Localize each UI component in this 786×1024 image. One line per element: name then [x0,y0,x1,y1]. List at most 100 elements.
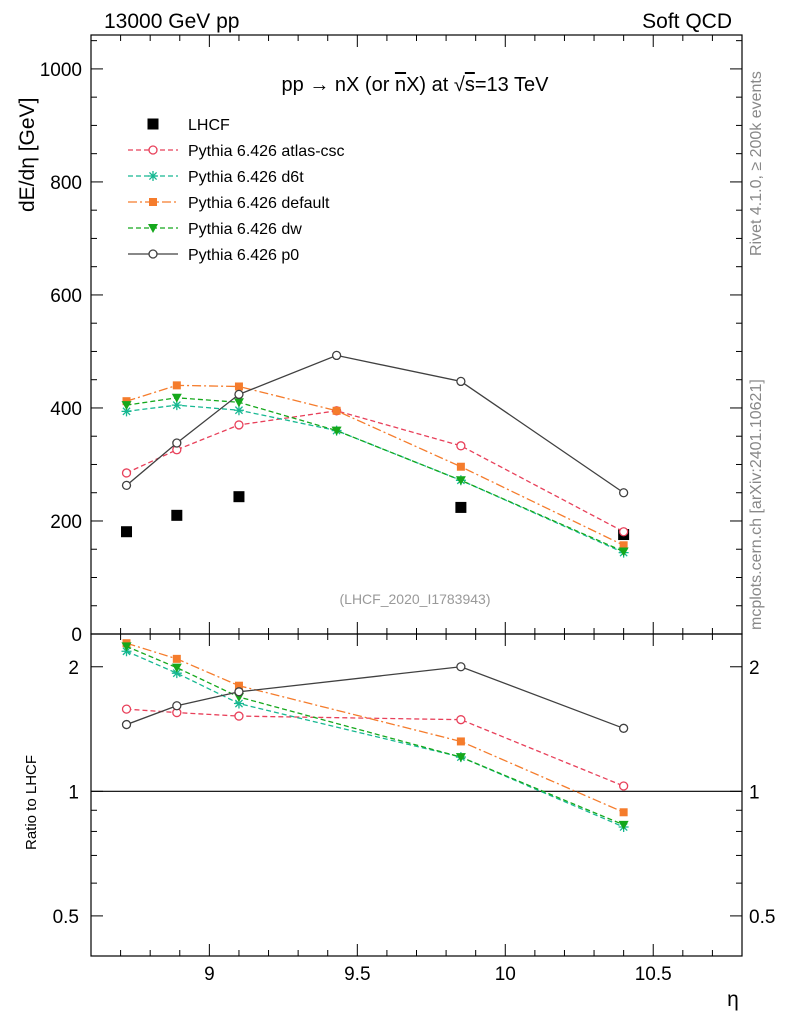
series-lhcf [121,491,630,541]
data-point-d6t-0 [121,406,132,417]
x-tick-label: 9.5 [344,964,370,985]
series-line-dw [126,397,624,553]
legend-item-d6t: Pythia 6.426 d6t [128,169,304,186]
y-tick-label: 400 [50,399,82,420]
sqrt-sign-icon: √ [454,74,465,96]
main-y-axis-label: dE/dη [GeV] [16,98,39,212]
data-point-dw-2 [233,398,244,408]
data-point-dw-4 [618,820,629,830]
data-point-lhcf-1 [171,509,183,521]
data-point-p0-4 [456,376,466,387]
y-tick-label: 0 [71,625,82,646]
ratio-panel: Ratio to LHCF η 0.5 0.5 1 1 2 2 9 9.5 10 10.5 [23,634,775,1011]
data-point-p0-5 [618,488,629,498]
data-point-d6t-2 [233,698,244,709]
data-point-atlas_csc-2 [234,711,244,721]
legend-label-atlas_csc: Pythia 6.426 atlas-csc [188,143,345,160]
legend-label-d6t: Pythia 6.426 d6t [188,169,304,186]
legend-marker-dw [148,224,158,233]
series-atlas_csc [121,704,629,791]
data-point-default-1 [172,381,181,390]
series-line-atlas_csc [126,708,624,787]
legend-marker-default [149,198,157,206]
series-p0 [121,350,629,498]
data-point-default-1 [172,654,181,663]
legend-item-atlas_csc: Pythia 6.426 atlas-csc [128,143,345,160]
legend: LHCF Pythia 6.426 atlas-csc Pythia 6.426 d… [128,117,345,264]
series-dw [121,393,629,557]
data-point-dw-1 [171,663,182,673]
data-point-dw-4 [455,476,466,486]
ratio-y-tick-label: 2 [68,658,79,679]
data-point-default-3 [456,737,465,746]
data-point-default-2 [234,681,243,690]
series-line-d6t [126,650,624,828]
data-point-atlas_csc-0 [121,468,132,478]
legend-item-p0: Pythia 6.426 p0 [128,247,299,264]
ratio-y-tick-label-right: 1 [749,782,760,803]
data-point-d6t-2 [233,405,244,416]
series-default [122,639,628,817]
series-line-default [126,384,624,546]
legend-item-default: Pythia 6.426 default [128,195,330,212]
data-point-default-4 [456,462,465,471]
ratio-y-tick-label: 1 [68,782,79,803]
ratio-frame [90,633,743,957]
data-point-d6t-1 [171,668,182,679]
x-tick-label: 9 [204,964,215,985]
legend-label-dw: Pythia 6.426 dw [188,221,302,238]
ratio-y-axis-label: Ratio to LHCF [23,755,40,850]
series-line-dw [126,645,624,826]
legend-item-dw: Pythia 6.426 dw [128,221,302,238]
ratio-y-tick-label-right: 2 [749,658,760,679]
ratio-series [121,639,629,832]
data-point-p0-2 [234,389,244,400]
data-point-dw-3 [331,426,342,436]
data-point-lhcf-2 [233,491,245,503]
ratio-y-tick-label-right: 0.5 [749,907,775,928]
data-point-default-2 [234,382,243,391]
data-point-lhcf-0 [121,526,133,538]
data-point-default-3 [332,406,341,415]
data-point-p0-2 [234,687,244,697]
y-tick-label: 800 [50,173,82,194]
series-line-p0 [126,354,625,494]
series-dw [121,642,629,830]
data-point-dw-3 [455,753,466,763]
y-tick-label: 1000 [40,60,82,81]
main-title: pp → nX (or nX) at √s=13 TeV [282,74,550,96]
main-panel: pp → nX (or nX) at √s=13 TeV dE/dη [GeV]… [16,35,743,646]
data-point-dw-0 [121,642,132,652]
data-point-default-5 [619,541,628,550]
legend-marker-atlas_csc [148,145,158,155]
data-point-dw-5 [618,547,629,557]
header-left: 13000 GeV pp [104,10,239,33]
data-point-p0-3 [331,350,342,361]
data-point-default-4 [619,808,628,817]
legend-label-default: Pythia 6.426 default [188,195,330,212]
analysis-watermark: (LHCF_2020_I1783943) [340,591,491,607]
x-tick-label: 10.5 [635,964,672,985]
y-tick-label: 200 [50,512,82,533]
legend-marker-lhcf [147,118,159,130]
data-point-p0-3 [456,662,466,672]
data-point-lhcf-3 [455,501,467,513]
legend-marker-p0 [148,249,158,259]
series-line-default [126,642,624,813]
data-point-atlas_csc-5 [618,527,629,537]
main-series [121,350,630,558]
data-point-dw-1 [171,393,182,403]
series-line-p0 [126,666,624,729]
x-axis-label: η [727,988,739,1011]
ratio-ticks: 0.5 0.5 1 1 2 2 9 9.5 10 10.5 [53,634,775,985]
main-y-ticks: 0 200 400 600 800 1000 [40,35,743,646]
data-point-p0-4 [618,723,629,733]
legend-marker-d6t [148,171,158,181]
series-p0 [121,662,629,733]
series-d6t [121,646,629,832]
data-point-p0-0 [121,480,132,491]
data-point-atlas_csc-3 [456,715,466,725]
data-point-atlas_csc-0 [121,704,132,714]
data-point-dw-0 [121,401,132,411]
